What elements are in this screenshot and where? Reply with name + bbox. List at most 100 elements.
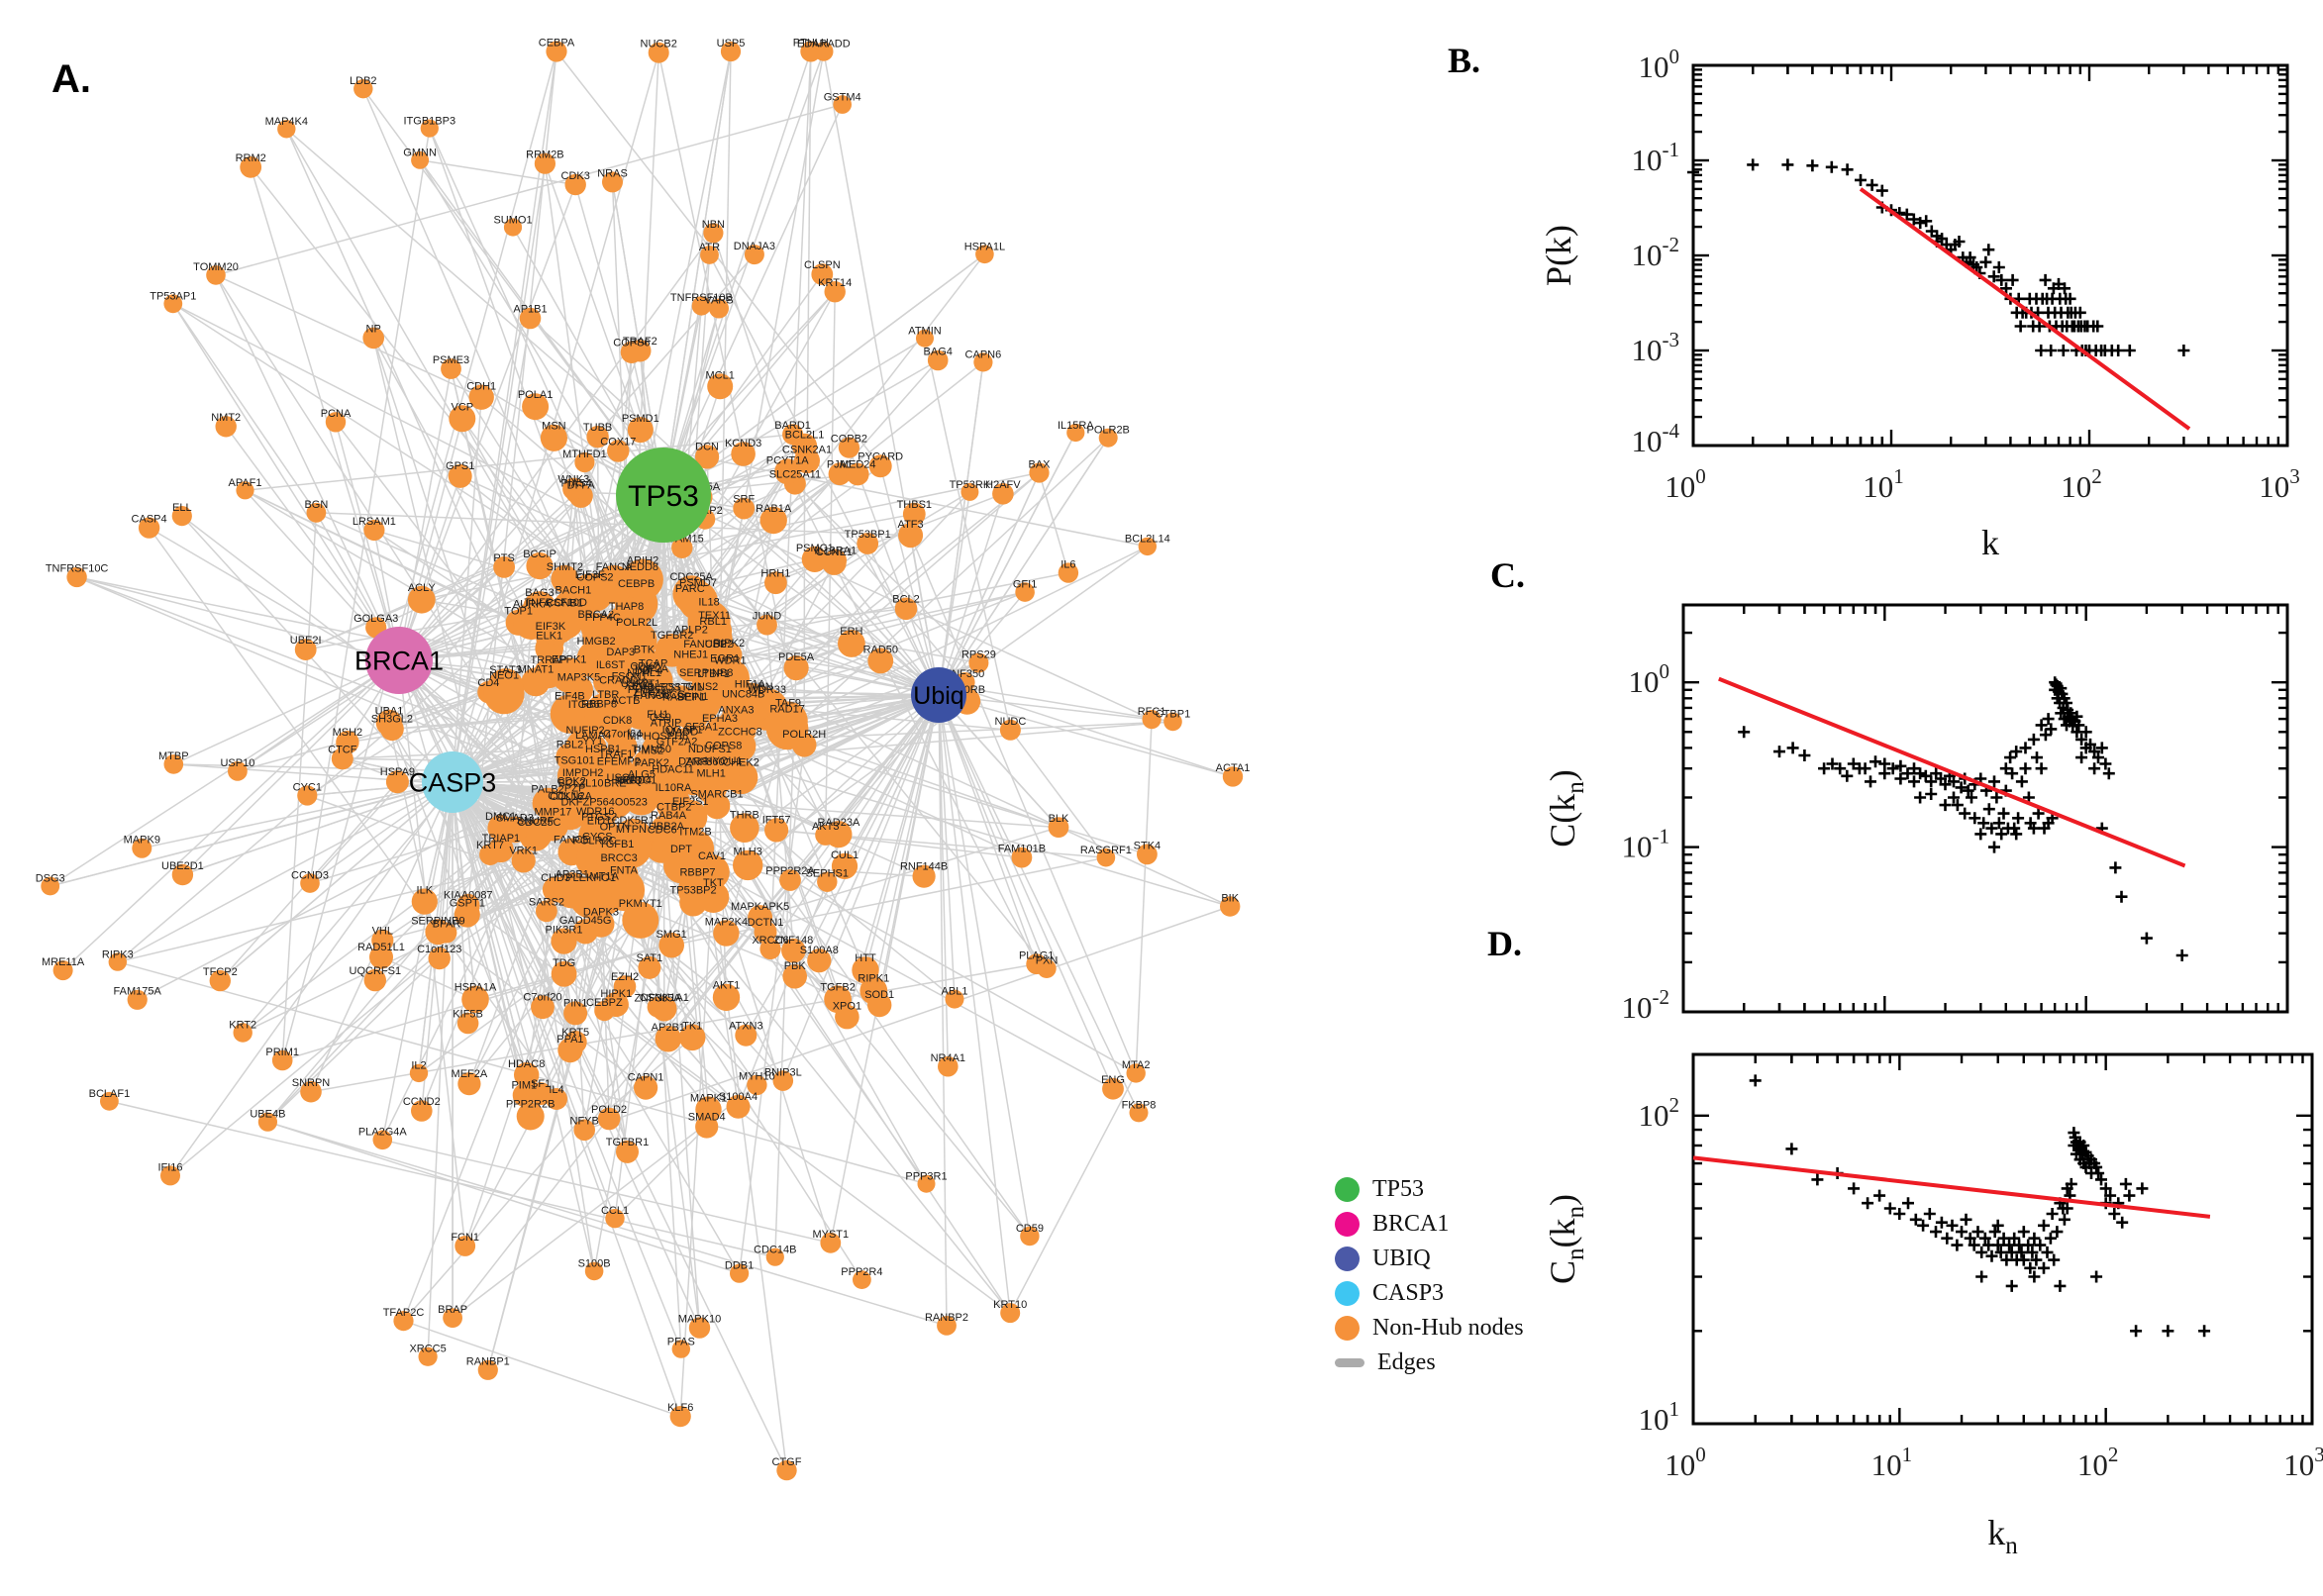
network-node[interactable] [1058,562,1079,583]
network-node[interactable] [712,983,741,1012]
hub-node-tp53[interactable] [616,448,711,543]
network-node[interactable] [820,1232,842,1253]
network-node[interactable] [613,975,637,998]
network-node[interactable] [831,852,858,880]
network-node[interactable] [765,707,809,750]
network-node[interactable] [597,1107,621,1131]
network-node[interactable] [747,1074,767,1096]
network-node[interactable] [623,778,660,816]
network-node[interactable] [602,171,623,193]
network-node[interactable] [418,1347,438,1366]
network-node[interactable] [759,938,781,960]
network-node[interactable] [551,928,577,954]
network-node[interactable] [649,813,688,852]
network-node[interactable] [501,816,529,844]
network-node[interactable] [512,1083,536,1107]
network-node[interactable] [975,245,994,264]
network-node[interactable] [380,717,404,742]
network-node[interactable] [629,340,652,362]
network-node[interactable] [584,692,627,736]
network-node[interactable] [1020,1226,1040,1247]
network-node[interactable] [867,992,892,1018]
network-node[interactable] [782,963,807,989]
network-node[interactable] [669,1406,691,1428]
network-node[interactable] [163,294,183,314]
network-node[interactable] [477,1359,498,1380]
network-node[interactable] [411,150,430,169]
network-node[interactable] [66,566,87,588]
network-node[interactable] [138,517,160,539]
network-node[interactable] [52,960,73,981]
network-node[interactable] [748,905,773,931]
network-node[interactable] [428,947,451,970]
network-node[interactable] [363,519,385,542]
network-node[interactable] [772,1070,794,1091]
network-node[interactable] [1098,428,1118,448]
network-node[interactable] [817,871,838,892]
network-node[interactable] [691,671,722,702]
network-node[interactable] [519,307,542,330]
network-node[interactable] [550,694,590,734]
network-node[interactable] [938,1055,959,1077]
network-node[interactable] [546,41,567,62]
network-node[interactable] [411,888,438,915]
network-node[interactable] [765,1247,784,1266]
network-node[interactable] [586,426,609,449]
network-node[interactable] [411,1100,433,1122]
network-node[interactable] [563,1001,588,1026]
network-node[interactable] [1015,582,1035,602]
network-node[interactable] [838,437,860,458]
network-node[interactable] [695,1096,722,1123]
network-node[interactable] [774,458,801,485]
network-node[interactable] [733,849,763,881]
network-node[interactable] [927,349,949,371]
network-node[interactable] [536,900,557,923]
network-node[interactable] [945,989,964,1009]
network-node[interactable] [574,451,595,473]
network-node[interactable] [902,502,926,526]
network-node[interactable] [791,433,818,458]
network-node[interactable] [436,922,457,944]
network-node[interactable] [1129,1103,1149,1123]
network-node[interactable] [824,281,846,303]
network-node[interactable] [233,1023,252,1043]
network-node[interactable] [127,989,148,1010]
network-node[interactable] [726,1094,751,1119]
network-node[interactable] [236,481,254,500]
network-node[interactable] [300,873,320,893]
network-node[interactable] [487,837,514,863]
network-node[interactable] [852,956,879,984]
network-node[interactable] [846,462,869,486]
network-node[interactable] [206,265,226,285]
network-node[interactable] [688,760,722,794]
network-node[interactable] [894,597,918,621]
network-node[interactable] [551,960,577,987]
network-node[interactable] [833,95,852,114]
network-node[interactable] [108,952,127,971]
hub-node-brca1[interactable] [365,627,433,694]
network-node[interactable] [695,445,720,469]
network-node[interactable] [41,876,60,896]
network-node[interactable] [372,1130,393,1150]
network-node[interactable] [1000,1303,1021,1324]
network-node[interactable] [420,119,439,138]
hub-node-casp3[interactable] [422,751,483,813]
network-node[interactable] [697,881,730,913]
network-node[interactable] [776,1459,797,1481]
network-node[interactable] [801,546,828,573]
network-node[interactable] [371,929,394,951]
network-node[interactable] [720,41,742,62]
network-node[interactable] [531,995,555,1020]
network-node[interactable] [385,770,409,794]
network-node[interactable] [171,863,194,886]
network-node[interactable] [616,1140,639,1163]
network-node[interactable] [596,843,637,882]
network-node[interactable] [764,571,787,595]
network-node[interactable] [622,901,659,939]
network-node[interactable] [503,218,523,237]
network-node[interactable] [516,1102,545,1131]
network-node[interactable] [709,298,729,319]
network-node[interactable] [1163,712,1182,732]
network-node[interactable] [759,506,787,535]
network-node[interactable] [557,1038,583,1063]
